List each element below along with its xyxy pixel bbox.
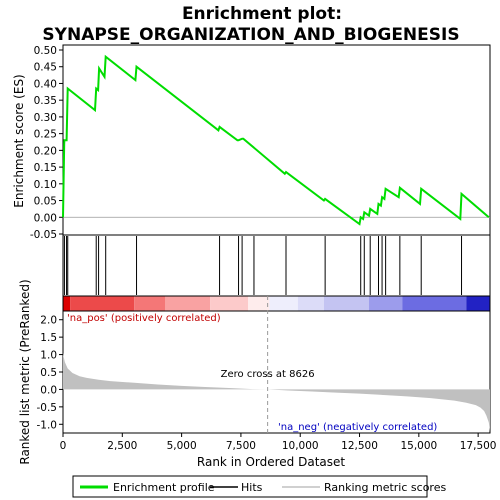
band-segment xyxy=(323,296,370,311)
x-axis-label: Rank in Ordered Dataset xyxy=(197,455,345,469)
es-ytick-label: 0.05 xyxy=(34,196,57,208)
band-segment xyxy=(165,296,211,311)
chart-title-line2: SYNAPSE_ORGANIZATION_AND_BIOGENESIS xyxy=(42,25,459,45)
metric-ytick-label: 1.5 xyxy=(40,332,57,344)
es-ytick-label: 0.30 xyxy=(34,112,57,124)
band-segment xyxy=(70,296,135,311)
es-ytick-label: 0.50 xyxy=(34,45,57,57)
es-ytick-label: 0.00 xyxy=(34,212,57,224)
x-tick-label: 10,000 xyxy=(282,440,319,452)
es-ytick-label: -0.05 xyxy=(30,229,57,241)
label-pos: 'na_pos' (positively correlated) xyxy=(67,313,221,324)
es-ytick-label: 0.25 xyxy=(34,129,57,141)
band-segment xyxy=(134,296,166,311)
es-ytick-label: 0.20 xyxy=(34,145,57,157)
x-tick-label: 17,500 xyxy=(460,440,497,452)
metric-ytick-label: 0.0 xyxy=(40,384,57,396)
metric-ytick-label: -0.5 xyxy=(37,402,58,414)
metric-ytick-label: -1.0 xyxy=(37,419,58,431)
legend-entry: Hits xyxy=(241,481,263,494)
metric-ytick-label: 0.5 xyxy=(40,367,57,379)
metric-ytick-label: 1.0 xyxy=(40,350,57,362)
x-tick-label: 7,500 xyxy=(226,440,256,452)
label-neg: 'na_neg' (negatively correlated) xyxy=(278,422,437,433)
legend-entry: Enrichment profile xyxy=(113,481,215,494)
label-zero-cross: Zero cross at 8626 xyxy=(221,369,315,380)
metric-ylabel: Ranked list metric (PreRanked) xyxy=(18,279,32,464)
legend-box xyxy=(72,475,428,498)
es-ytick-label: 0.35 xyxy=(34,95,57,107)
es-ytick-label: 0.45 xyxy=(34,62,57,74)
x-tick-label: 2,500 xyxy=(107,440,137,452)
es-ytick-label: 0.40 xyxy=(34,78,57,90)
metric-ytick-label: 2.0 xyxy=(40,315,57,327)
x-tick-label: 5,000 xyxy=(167,440,197,452)
band-segment xyxy=(297,296,324,311)
band-segment xyxy=(248,296,270,311)
es-ytick-label: 0.10 xyxy=(34,179,57,191)
hits-panel-frame xyxy=(62,234,491,297)
es-ytick-label: 0.15 xyxy=(34,162,57,174)
band-segment xyxy=(63,296,71,311)
metric-area xyxy=(63,352,490,432)
legend-entry: Ranking metric scores xyxy=(324,481,446,494)
band-segment xyxy=(269,296,298,311)
x-tick-label: 15,000 xyxy=(400,440,437,452)
es-curve xyxy=(62,54,490,226)
chart-title-line1: Enrichment plot: xyxy=(182,4,342,24)
band-segment xyxy=(210,296,249,311)
band-segment xyxy=(402,296,467,311)
x-tick-label: 0 xyxy=(60,440,67,452)
es-ylabel: Enrichment score (ES) xyxy=(12,74,26,207)
band-segment xyxy=(369,296,403,311)
band-segment xyxy=(466,296,490,311)
x-tick-label: 12,500 xyxy=(341,440,378,452)
